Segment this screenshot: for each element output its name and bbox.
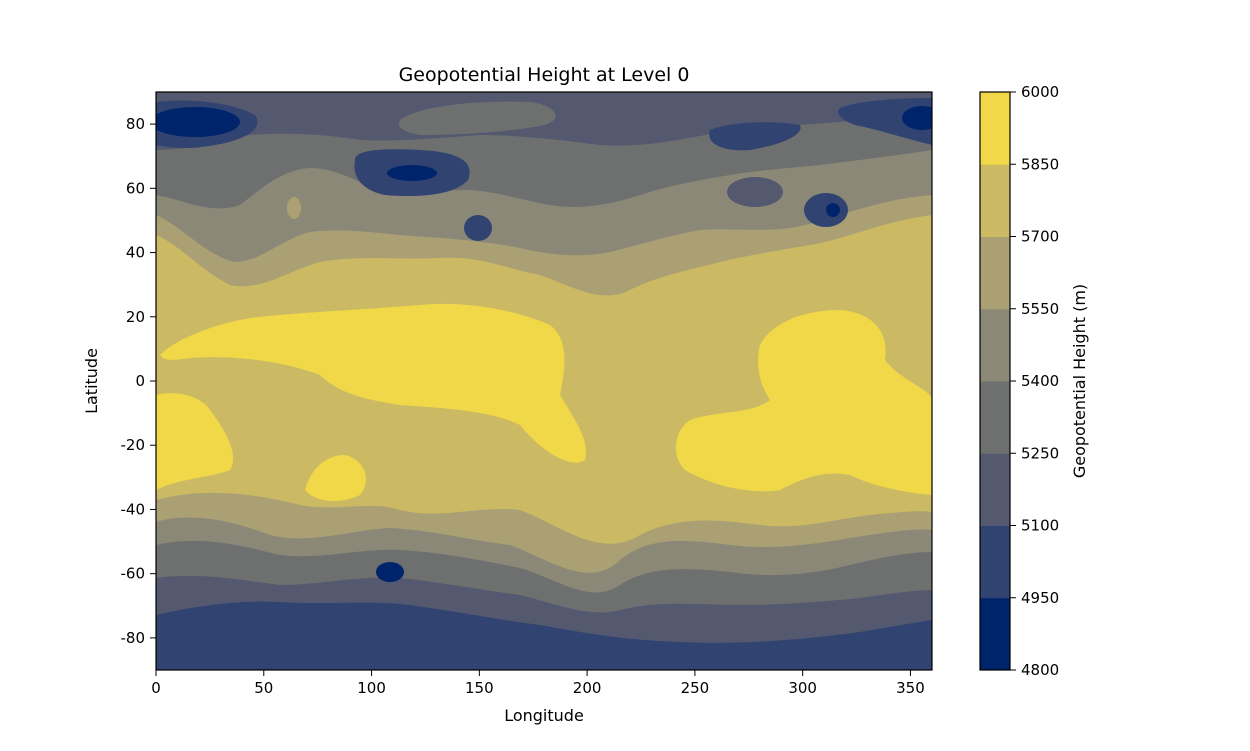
colorbar-tick-label: 6000 [1021,83,1059,101]
colorbar-segment [980,381,1010,454]
colorbar-tick-label: 5100 [1021,517,1059,535]
colorbar [980,92,1010,671]
colorbar-tick-label: 4800 [1021,661,1059,679]
contour-cell-north-d [464,215,492,241]
colorbar-segment [980,525,1010,599]
x-tick-label: 200 [573,679,602,697]
y-tick-label: 40 [126,244,145,262]
colorbar-segment [980,236,1010,310]
colorbar-segment [980,597,1010,671]
x-axis-label: Longitude [504,706,584,725]
contour-region-tropical-max-b [156,393,234,490]
y-tick-label: -40 [121,500,146,518]
colorbar-ticks: 4800 4950 5100 5250 5400 5550 5700 5850 6000 [1010,83,1059,679]
y-tick-label: 0 [135,372,145,390]
x-tick-label: 50 [254,679,273,697]
plot-area [156,92,932,670]
colorbar-tick-label: 4950 [1021,589,1059,607]
x-tick-label: 0 [151,679,161,697]
y-tick-label: 80 [126,115,145,133]
colorbar-segment [980,308,1010,382]
colorbar-segment [980,164,1010,237]
y-tick-label: -20 [121,436,146,454]
colorbar-tick-label: 5700 [1021,228,1059,246]
colorbar-tick-label: 5250 [1021,444,1059,462]
y-axis-label: Latitude [82,348,101,414]
x-tick-label: 150 [465,679,494,697]
colorbar-segment [980,92,1010,165]
contour-low-north-a [156,107,240,137]
colorbar-label: Geopotential Height (m) [1070,284,1089,478]
contour-low-north-b [387,165,437,181]
contour-low-south-a [376,562,404,582]
x-tick-label: 100 [357,679,386,697]
contour-region-north-high [398,101,556,135]
contour-low-north-e [826,203,840,217]
y-tick-label: -60 [121,565,146,583]
contour-low-north-c [902,106,932,130]
y-axis: -80 -60 -40 -20 0 20 40 60 80 [121,115,156,647]
y-tick-label: 20 [126,308,145,326]
x-axis: 0 50 100 150 200 250 300 350 [151,670,925,697]
colorbar-tick-label: 5850 [1021,155,1059,173]
y-tick-label: -80 [121,629,146,647]
colorbar-tick-label: 5550 [1021,300,1059,318]
contour-cell-north-f [727,177,783,207]
contour-region-tropical-max-d [675,310,932,495]
contour-region-tropical-max-a [160,303,586,463]
chart-title: Geopotential Height at Level 0 [399,64,690,86]
y-tick-label: 60 [126,179,145,197]
x-tick-label: 300 [788,679,817,697]
contour-region-tropical-max-c [305,455,366,502]
colorbar-segment [980,453,1010,526]
x-tick-label: 350 [896,679,925,697]
contour-cell-north-g [287,197,301,219]
contour-region-south-4800 [156,601,932,670]
x-tick-label: 250 [681,679,710,697]
contour-region-north-5100-c [709,122,801,151]
colorbar-tick-label: 5400 [1021,372,1059,390]
